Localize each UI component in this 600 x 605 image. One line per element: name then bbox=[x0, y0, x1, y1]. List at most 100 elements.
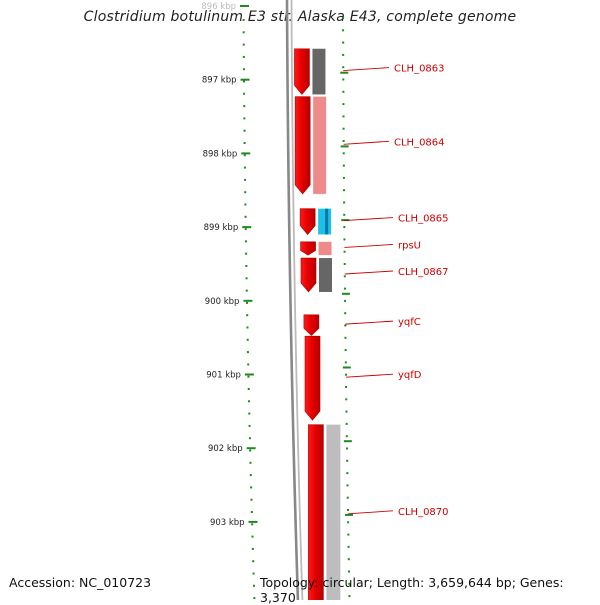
minor-tick bbox=[244, 228, 247, 231]
gene-label-yqfc[interactable]: yqfC bbox=[398, 317, 421, 328]
minor-tick bbox=[247, 363, 250, 366]
gene-arrow-clh_0867[interactable] bbox=[300, 257, 317, 293]
backbone-inner-line bbox=[290, 0, 304, 600]
tick-label: 896 kbp bbox=[201, 2, 236, 12]
gene-label-clh_0870[interactable]: CLH_0870 bbox=[398, 507, 449, 518]
gene-arrow-clh_0863[interactable] bbox=[294, 48, 310, 95]
genome-title: Clostridium botulinum E3 str. Alaska E43… bbox=[83, 9, 517, 25]
minor-tick-right bbox=[345, 422, 348, 425]
minor-tick bbox=[246, 351, 249, 354]
homolog-box-clh_0867[interactable] bbox=[318, 258, 332, 292]
leader-line bbox=[343, 140, 390, 145]
minor-tick-right bbox=[342, 176, 345, 179]
gene-label-clh_0865[interactable]: CLH_0865 bbox=[398, 214, 449, 225]
minor-tick-right bbox=[342, 78, 345, 81]
minor-tick bbox=[250, 498, 253, 501]
gene-arrow-clh_0864[interactable] bbox=[294, 96, 311, 195]
minor-tick bbox=[247, 375, 250, 378]
minor-tick-right bbox=[342, 152, 345, 155]
minor-tick bbox=[249, 461, 252, 464]
tick-label: 901 kbp bbox=[206, 371, 241, 381]
gene-label-clh_0867[interactable]: CLH_0867 bbox=[398, 267, 449, 278]
leader-line bbox=[344, 244, 394, 248]
minor-tick bbox=[250, 511, 253, 513]
gene-label-rpsu[interactable]: rpsU bbox=[398, 240, 421, 251]
minor-tick-right bbox=[344, 373, 347, 376]
minor-tick bbox=[243, 80, 246, 83]
homolog-box-clh_0864[interactable] bbox=[313, 96, 327, 194]
minor-tick-right bbox=[347, 545, 350, 548]
minor-tick bbox=[245, 301, 248, 304]
minor-tick-right bbox=[344, 336, 347, 339]
homolog-box-clh_0870[interactable] bbox=[326, 424, 341, 600]
kbp-ruler: 896 kbp 897 kbp 898 kbp 899 kbp 900 kbp 901 k… bbox=[201, 2, 354, 600]
minor-tick-right bbox=[343, 226, 346, 229]
minor-tick-right bbox=[342, 127, 345, 130]
tick-label: 897 kbp bbox=[202, 76, 237, 86]
gene-arrow-clh_0865[interactable] bbox=[299, 208, 316, 235]
minor-tick bbox=[251, 523, 254, 526]
minor-tick-right bbox=[342, 66, 345, 69]
minor-tick-right bbox=[346, 472, 349, 475]
minor-tick-right bbox=[343, 275, 346, 278]
gene-arrow-clh_0870[interactable] bbox=[308, 424, 324, 600]
minor-tick bbox=[252, 560, 255, 563]
minor-tick bbox=[243, 105, 246, 108]
leader-line bbox=[345, 373, 394, 378]
minor-tick-right bbox=[342, 17, 345, 19]
minor-tick bbox=[242, 19, 245, 21]
minor-tick-right bbox=[346, 509, 349, 511]
minor-tick-right bbox=[343, 250, 346, 253]
leader-line bbox=[347, 510, 394, 515]
minor-tick bbox=[243, 154, 246, 157]
minor-tick bbox=[245, 277, 248, 280]
minor-tick bbox=[252, 584, 255, 587]
minor-tick-right bbox=[346, 459, 349, 462]
homolog-box-rpsu[interactable] bbox=[318, 241, 332, 256]
gene-label-clh_0863[interactable]: CLH_0863 bbox=[394, 64, 445, 75]
minor-tick-right bbox=[348, 582, 351, 585]
gene-label-yqfd[interactable]: yqfD bbox=[398, 370, 422, 381]
accession-text: Accession: NC_010723 bbox=[9, 575, 152, 590]
minor-tick bbox=[253, 597, 256, 600]
minor-tick-right bbox=[343, 189, 346, 192]
tick-label: 899 kbp bbox=[204, 223, 239, 233]
gene-arrow-yqfc[interactable] bbox=[303, 314, 320, 336]
tick-label: 902 kbp bbox=[208, 444, 243, 454]
genome-backbone bbox=[285, 0, 304, 600]
tick-label: 900 kbp bbox=[205, 297, 240, 307]
backbone-outer-line bbox=[285, 0, 300, 600]
minor-tick bbox=[242, 43, 245, 46]
minor-tick bbox=[244, 203, 247, 206]
minor-tick-right bbox=[343, 213, 346, 216]
minor-tick bbox=[244, 215, 247, 218]
minor-tick-right bbox=[346, 496, 349, 499]
gene-label-clh_0864[interactable]: CLH_0864 bbox=[394, 137, 445, 148]
minor-tick bbox=[247, 388, 250, 390]
minor-tick bbox=[242, 31, 245, 34]
minor-tick-right bbox=[343, 263, 346, 265]
minor-tick bbox=[243, 166, 246, 169]
minor-tick-right bbox=[345, 398, 348, 401]
minor-tick-right bbox=[342, 53, 345, 56]
minor-tick-right bbox=[343, 201, 346, 204]
minor-tick-right bbox=[342, 29, 345, 32]
minor-tick-right bbox=[342, 41, 345, 44]
minor-tick-right bbox=[342, 115, 345, 118]
homolog-box-clh_0865[interactable] bbox=[318, 208, 332, 235]
minor-tick-right bbox=[344, 299, 347, 302]
minor-tick bbox=[243, 129, 246, 132]
gene-arrow-yqfd[interactable] bbox=[304, 335, 321, 421]
tick-label: 898 kbp bbox=[203, 149, 238, 159]
minor-tick bbox=[252, 572, 255, 575]
minor-tick bbox=[249, 474, 252, 477]
homolog-box-clh_0863[interactable] bbox=[312, 48, 326, 95]
gene-labels: CLH_0863 CLH_0864 CLH_0865 rpsU CLH_0867 yqfC… bbox=[343, 64, 449, 518]
tick-label: 903 kbp bbox=[210, 518, 245, 528]
minor-tick-right bbox=[347, 521, 350, 524]
minor-tick-right bbox=[344, 361, 347, 364]
minor-tick-right bbox=[344, 324, 347, 327]
minor-tick-right bbox=[342, 90, 345, 93]
gene-arrow-rpsu[interactable] bbox=[300, 241, 316, 256]
